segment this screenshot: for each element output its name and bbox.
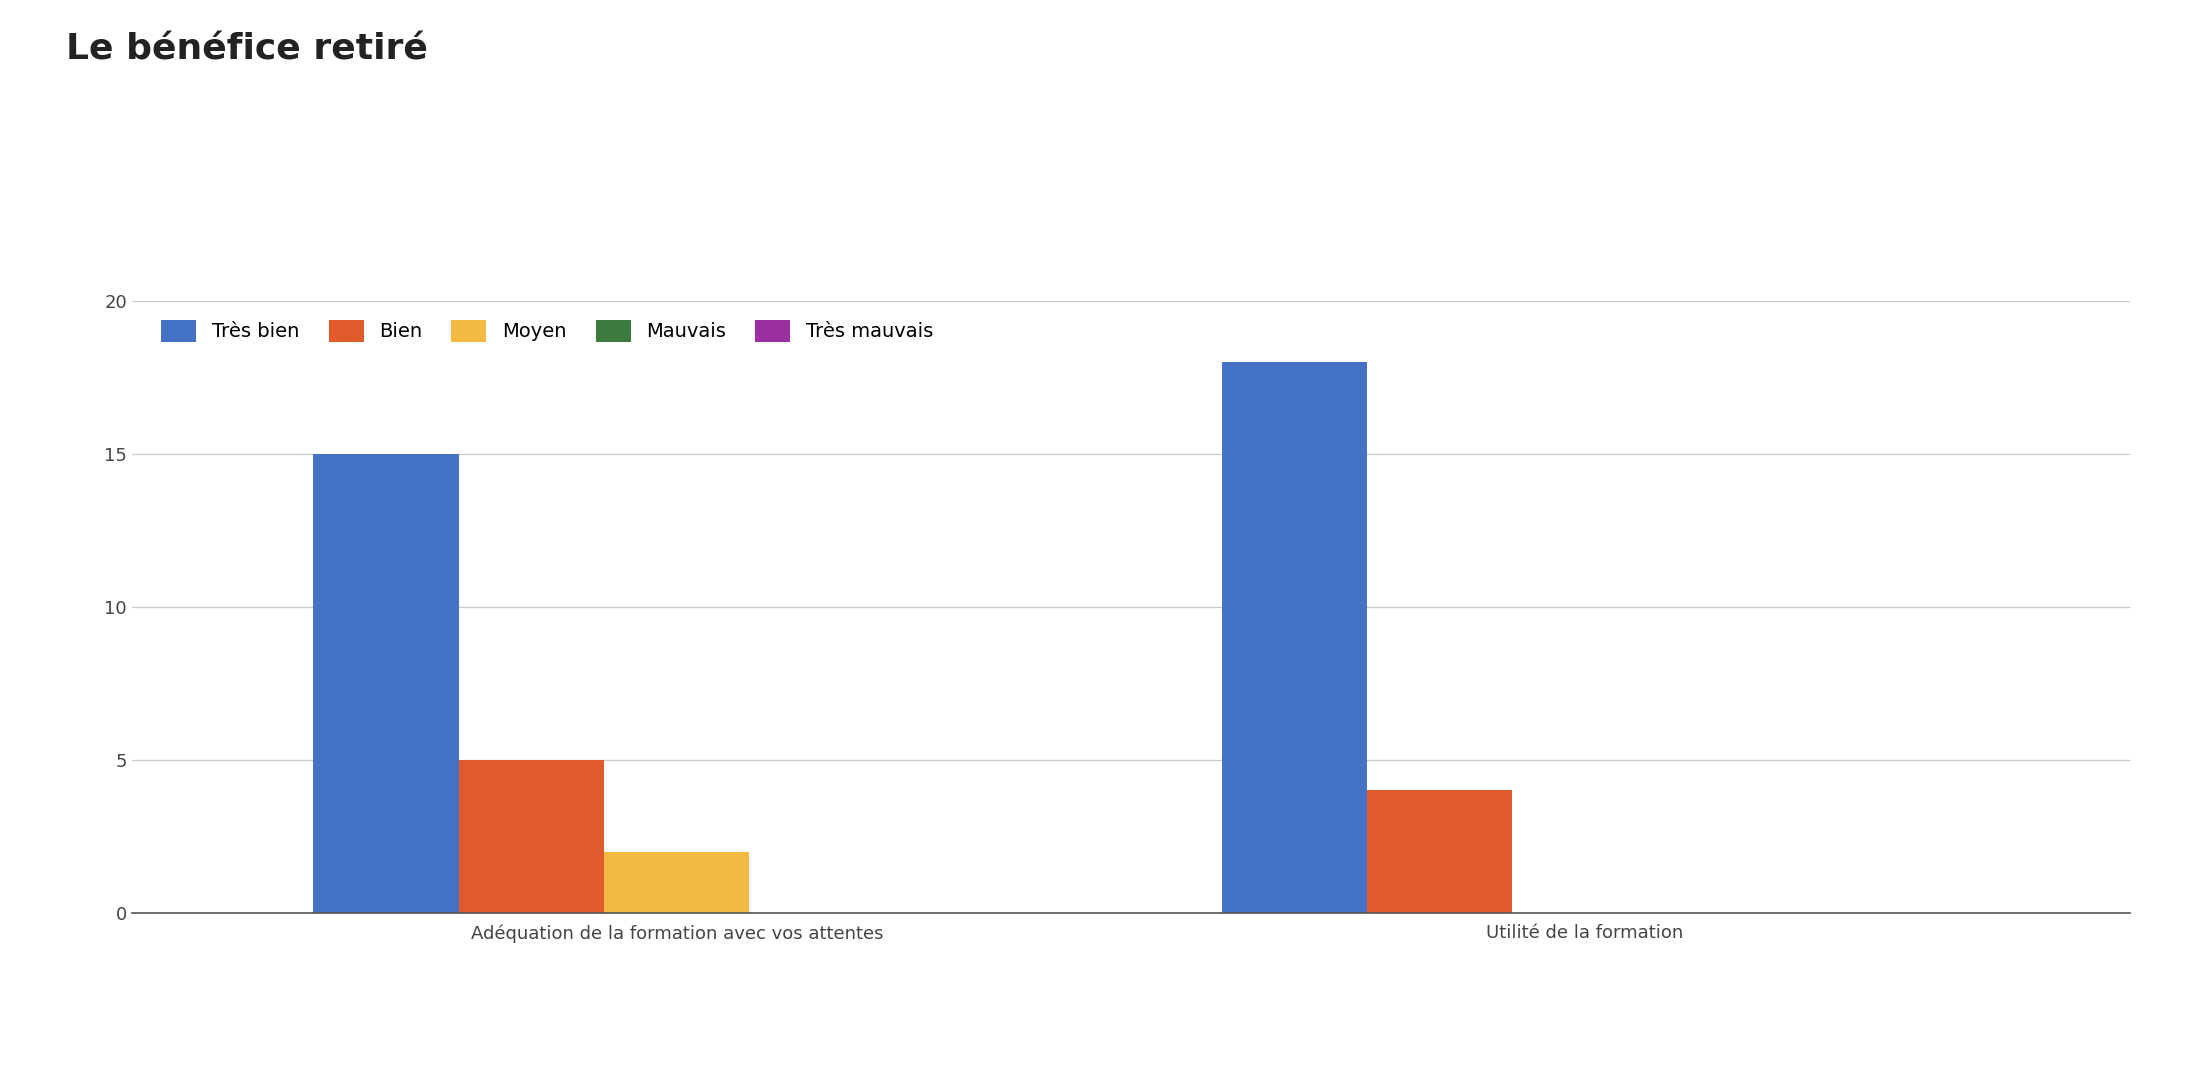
Text: Le bénéfice retiré: Le bénéfice retiré [66, 32, 428, 67]
Bar [604, 852, 749, 913]
Bar [1221, 362, 1368, 913]
Bar [314, 453, 459, 913]
Bar [459, 760, 604, 913]
Bar [1368, 790, 1513, 913]
Legend: Très bien, Bien, Moyen, Mauvais, Très mauvais: Très bien, Bien, Moyen, Mauvais, Très ma… [163, 320, 933, 343]
